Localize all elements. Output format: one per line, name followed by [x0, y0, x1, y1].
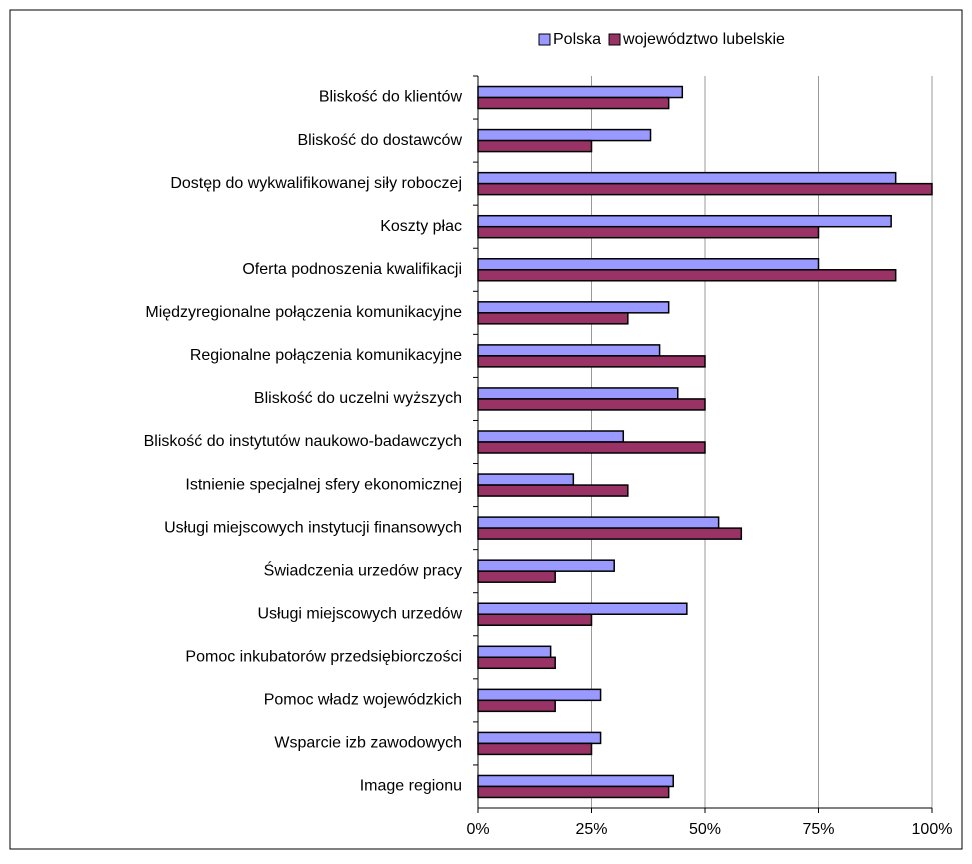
bar	[477, 355, 706, 368]
y-tick-label: Wsparcie izb zawodowych	[274, 735, 462, 752]
bar	[477, 139, 593, 153]
bar	[477, 301, 670, 314]
y-tick-label: Bliskość do instytutów naukowo-badawczyc…	[144, 433, 462, 450]
y-tick-label: Dostęp do wykwalifikowanej siły roboczej	[170, 175, 462, 192]
bar	[477, 344, 661, 357]
y-tick-label: Bliskość do klientów	[319, 89, 463, 106]
bar	[477, 645, 552, 659]
y-tick-label: Bliskość do dostawców	[297, 132, 462, 149]
y-tick-label: Pomoc inkubatorów przedsiębiorczości	[185, 649, 462, 666]
bar	[477, 516, 720, 529]
x-tick-label: 50%	[689, 821, 721, 838]
bar	[477, 225, 820, 239]
bar	[477, 774, 674, 788]
bar	[477, 387, 679, 400]
bar	[477, 699, 556, 713]
bar	[477, 613, 593, 626]
x-tick-label: 75%	[802, 821, 834, 838]
bar	[477, 128, 652, 142]
bar	[477, 269, 897, 282]
y-tick-label: Regionalne połączenia komunikacyjne	[190, 347, 462, 364]
bar	[477, 214, 892, 228]
y-tick-label: Pomoc władz wojewódzkich	[264, 692, 462, 709]
bar	[477, 182, 933, 196]
y-tick-label: Koszty płac	[380, 218, 462, 235]
bar	[477, 171, 897, 185]
bar	[477, 398, 706, 411]
bar	[477, 731, 602, 745]
bar	[477, 441, 706, 454]
y-tick-label: Międzyregionalne połączenia komunikacyjn…	[145, 304, 462, 321]
y-tick-label: Usługi miejscowych urzedów	[257, 605, 462, 622]
bar	[477, 473, 575, 486]
bar	[477, 570, 556, 583]
bar	[477, 312, 629, 325]
bar	[477, 96, 670, 110]
legend-label: województwo lubelskie	[622, 31, 785, 48]
y-tick-label: Usługi miejscowych instytucji finansowyc…	[164, 519, 462, 536]
bar	[477, 688, 602, 702]
bar	[477, 656, 556, 670]
bar	[477, 258, 820, 271]
bar	[477, 484, 629, 497]
y-tick-label: Bliskość do uczelni wyższych	[254, 390, 462, 407]
y-tick-label: Istnienie specjalnej sfery ekonomicznej	[185, 476, 462, 493]
bar	[477, 85, 684, 99]
legend-label: Polska	[553, 31, 601, 48]
y-tick-label: Image regionu	[360, 778, 462, 795]
bar	[477, 785, 670, 799]
x-tick-label: 0%	[466, 821, 489, 838]
y-tick-label: Oferta podnoszenia kwalifikacji	[242, 261, 462, 278]
bar	[477, 602, 688, 615]
legend-swatch	[608, 33, 621, 46]
bar	[477, 559, 615, 572]
y-tick-label: Świadczenia urzedów pracy	[264, 560, 462, 579]
x-tick-label: 100%	[912, 821, 953, 838]
bar	[477, 527, 743, 540]
legend-swatch	[538, 33, 551, 46]
x-tick-label: 25%	[575, 821, 607, 838]
bar	[477, 430, 625, 443]
bar	[477, 742, 593, 756]
